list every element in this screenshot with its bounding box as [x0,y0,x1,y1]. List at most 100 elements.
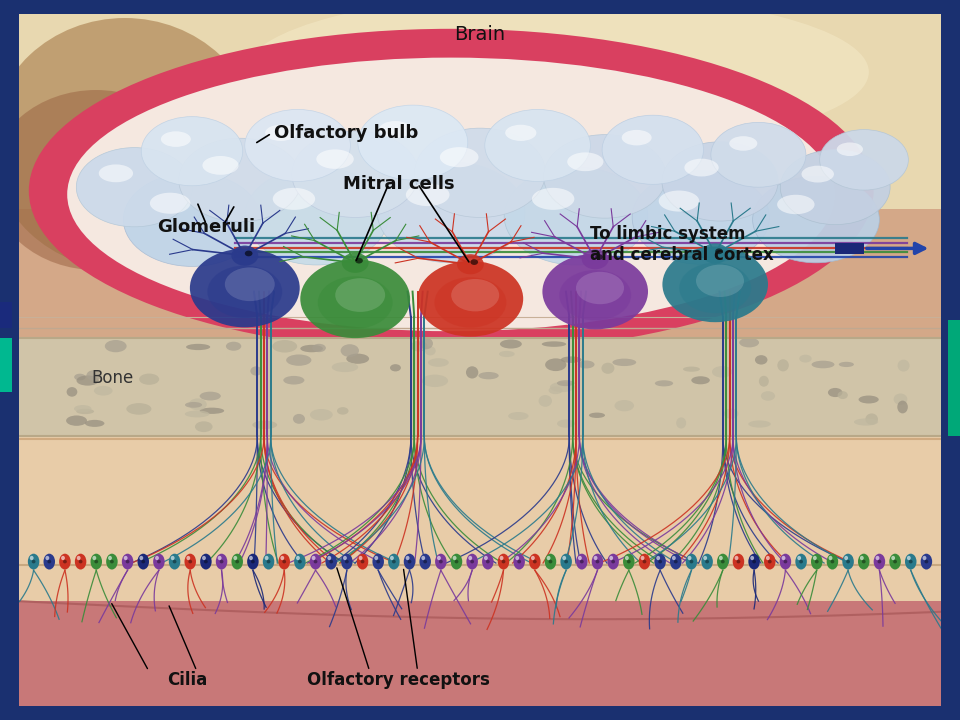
Ellipse shape [797,556,801,560]
Ellipse shape [298,560,301,563]
Ellipse shape [898,360,909,372]
Ellipse shape [329,560,333,563]
Ellipse shape [316,150,353,169]
Ellipse shape [659,560,662,563]
Ellipse shape [404,554,416,570]
Ellipse shape [415,128,545,217]
Ellipse shape [188,560,192,563]
Ellipse shape [267,560,271,563]
Ellipse shape [141,560,145,563]
Ellipse shape [79,560,83,563]
Ellipse shape [310,554,322,570]
Ellipse shape [557,420,575,428]
Ellipse shape [862,560,866,563]
Ellipse shape [576,272,624,304]
Ellipse shape [406,556,410,560]
Ellipse shape [107,554,118,570]
Ellipse shape [245,0,869,151]
Ellipse shape [318,276,393,329]
Ellipse shape [499,351,515,357]
Ellipse shape [702,243,729,264]
Ellipse shape [390,556,394,560]
Ellipse shape [595,254,603,260]
Ellipse shape [683,366,700,372]
Ellipse shape [292,131,419,217]
Ellipse shape [327,556,331,560]
Ellipse shape [185,402,203,408]
Ellipse shape [905,554,917,570]
Ellipse shape [612,560,615,563]
Ellipse shape [748,420,771,428]
Ellipse shape [846,560,850,563]
Ellipse shape [828,556,832,560]
Ellipse shape [203,156,239,175]
Ellipse shape [377,162,525,263]
Ellipse shape [739,338,759,347]
Ellipse shape [94,386,112,395]
Ellipse shape [602,115,704,184]
Ellipse shape [860,556,864,560]
Ellipse shape [734,556,738,560]
Ellipse shape [811,554,823,570]
Ellipse shape [844,556,848,560]
Ellipse shape [439,560,443,563]
Ellipse shape [66,415,87,426]
Ellipse shape [225,267,275,301]
Ellipse shape [561,356,582,363]
Ellipse shape [247,554,258,570]
Ellipse shape [312,343,325,352]
Ellipse shape [392,560,396,563]
Ellipse shape [265,125,297,141]
Ellipse shape [680,263,752,313]
Ellipse shape [736,560,740,563]
Ellipse shape [347,354,369,364]
Ellipse shape [531,556,535,560]
Ellipse shape [612,359,636,366]
Ellipse shape [659,191,699,212]
Ellipse shape [766,556,770,560]
Ellipse shape [139,374,159,384]
Ellipse shape [92,556,96,560]
Ellipse shape [610,556,613,560]
Ellipse shape [672,556,676,560]
FancyBboxPatch shape [0,0,960,14]
Ellipse shape [185,410,209,418]
Ellipse shape [74,405,91,413]
Ellipse shape [642,560,646,563]
Ellipse shape [122,554,133,570]
Ellipse shape [204,560,207,563]
Ellipse shape [724,408,738,419]
Ellipse shape [753,176,879,263]
Ellipse shape [894,394,907,405]
FancyBboxPatch shape [19,7,941,216]
Ellipse shape [719,556,723,560]
FancyBboxPatch shape [835,243,864,254]
Ellipse shape [408,560,412,563]
Ellipse shape [421,374,448,387]
Ellipse shape [898,400,908,413]
Text: Cilia: Cilia [167,671,207,689]
Ellipse shape [179,138,301,222]
Ellipse shape [67,58,835,331]
Ellipse shape [711,122,806,187]
Ellipse shape [907,556,911,560]
FancyBboxPatch shape [19,436,941,608]
Ellipse shape [66,387,78,397]
Ellipse shape [157,560,161,563]
Ellipse shape [126,560,130,563]
Ellipse shape [428,359,448,366]
Ellipse shape [202,556,205,560]
Ellipse shape [310,409,333,420]
Ellipse shape [388,554,399,570]
Ellipse shape [75,554,86,570]
Ellipse shape [588,413,605,418]
Ellipse shape [45,556,49,560]
Ellipse shape [781,556,785,560]
Ellipse shape [721,560,725,563]
Ellipse shape [231,554,243,570]
Ellipse shape [563,556,566,560]
FancyBboxPatch shape [0,302,12,328]
Ellipse shape [486,560,490,563]
FancyBboxPatch shape [19,338,941,436]
FancyBboxPatch shape [19,601,941,706]
